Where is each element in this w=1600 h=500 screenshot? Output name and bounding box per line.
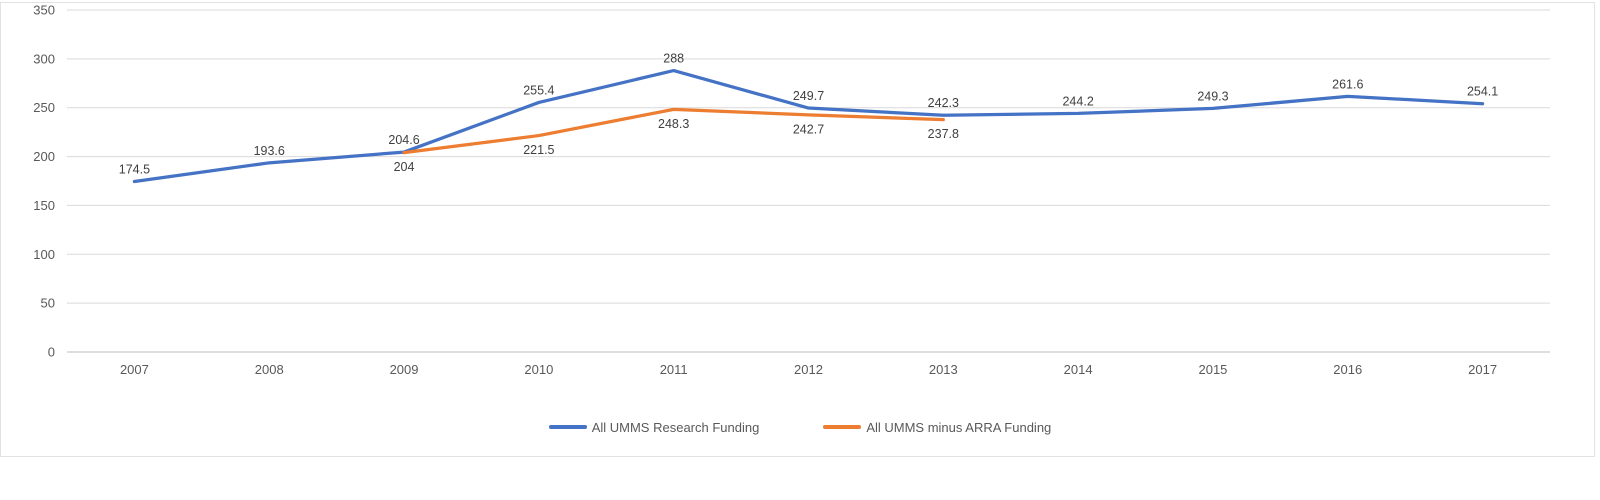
- y-axis-tick-label: 250: [33, 100, 55, 115]
- y-axis-tick-label: 150: [33, 198, 55, 213]
- series-line-all-umms-minus-arra-funding[interactable]: [402, 107, 945, 155]
- y-axis-tick-label: 100: [33, 247, 55, 262]
- series-line-all-umms-research-funding[interactable]: [132, 68, 1485, 184]
- data-label: 249.7: [793, 89, 824, 103]
- data-label: 221.5: [523, 143, 554, 157]
- y-axis-tick-label: 0: [48, 345, 55, 360]
- data-label: 248.3: [658, 117, 689, 131]
- data-label: 193.6: [254, 144, 285, 158]
- data-label: 237.8: [928, 127, 959, 141]
- data-label: 254.1: [1467, 85, 1498, 99]
- x-axis-tick-label: 2013: [929, 362, 958, 377]
- y-axis-tick-label: 300: [33, 51, 55, 66]
- chart-plot-area: 0 50 100 150 200 250 300 350 2007 2008 2009 2010 201…: [33, 3, 1550, 377]
- chart-legend: All UMMS Research Funding All UMMS minus …: [0, 416, 1600, 438]
- legend-label: All UMMS minus ARRA Funding: [866, 419, 1052, 435]
- data-label: 174.5: [119, 162, 150, 176]
- y-axis-tick-label: 200: [33, 149, 55, 164]
- data-label: 204: [394, 160, 415, 174]
- data-label: 204.6: [388, 133, 419, 147]
- y-axis-tick-label: 50: [41, 296, 55, 311]
- x-axis-tick-label: 2012: [794, 362, 823, 377]
- x-axis-tick-label: 2008: [255, 362, 284, 377]
- y-axis-tick-label: 350: [33, 3, 55, 18]
- legend-label: All UMMS Research Funding: [591, 419, 760, 435]
- x-axis-tick-label: 2016: [1333, 362, 1362, 377]
- data-label: 249.3: [1197, 89, 1228, 103]
- legend-item-all-umms-research-funding[interactable]: All UMMS Research Funding: [548, 419, 760, 435]
- legend-item-all-umms-minus-arra-funding[interactable]: All UMMS minus ARRA Funding: [823, 420, 1051, 435]
- x-axis-tick-label: 2009: [390, 362, 419, 377]
- x-axis-tick-label: 2017: [1468, 362, 1497, 377]
- x-axis-tick-label: 2015: [1198, 362, 1227, 377]
- chart-border: [0, 2, 1595, 457]
- data-label: 288: [663, 52, 684, 66]
- x-axis-tick-label: 2011: [660, 362, 688, 377]
- data-label: 255.4: [523, 83, 554, 97]
- data-label: 242.7: [793, 122, 824, 136]
- data-label: 244.2: [1062, 94, 1093, 108]
- x-axis-tick-label: 2007: [120, 362, 149, 377]
- data-label: 261.6: [1332, 77, 1363, 91]
- legend-line-swatch: [823, 425, 862, 429]
- x-axis-tick-label: 2014: [1064, 362, 1093, 377]
- data-label: 242.3: [928, 96, 959, 110]
- legend-line-swatch: [548, 425, 587, 429]
- x-axis-tick-label: 2010: [524, 362, 553, 377]
